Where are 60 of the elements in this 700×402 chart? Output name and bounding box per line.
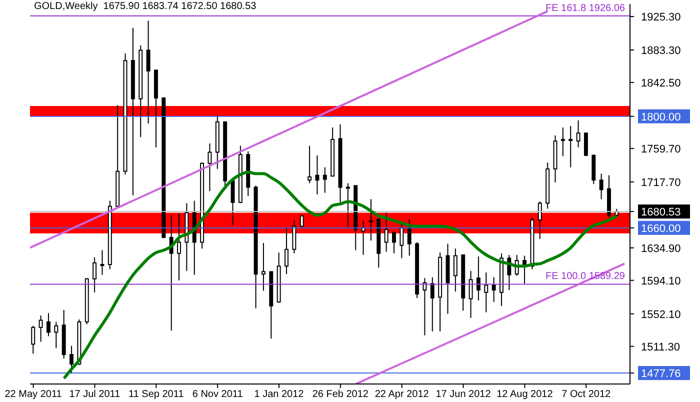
x-tick-label: 12 Aug 2012 xyxy=(496,389,554,400)
x-tick-label: 6 Nov 2011 xyxy=(192,389,244,400)
candlestick xyxy=(46,312,50,337)
candlestick xyxy=(322,166,327,194)
candlestick xyxy=(384,212,388,252)
y-tick-label: 1759.70 xyxy=(641,143,681,156)
x-tick-label: 26 Feb 2012 xyxy=(312,389,369,400)
x-tick-label: 22 May 2011 xyxy=(4,389,62,400)
candlestick xyxy=(430,276,434,332)
candlestick xyxy=(576,120,580,148)
candlestick xyxy=(407,218,412,256)
y-tick-label: 1717.70 xyxy=(641,176,681,189)
candlestick xyxy=(54,321,58,349)
y-tick-label: 1594.10 xyxy=(641,275,681,288)
y-tick-label: 1552.10 xyxy=(641,308,681,321)
candlestick xyxy=(346,182,350,228)
ref-line-label: FE 161.8 1926.06 xyxy=(545,2,626,14)
candlestick xyxy=(208,142,212,192)
candlestick xyxy=(31,325,36,354)
candlestick xyxy=(177,213,181,281)
y-tick-label: 1511.30 xyxy=(641,341,680,354)
candlestick xyxy=(292,219,296,254)
candlestick xyxy=(584,132,588,157)
candlestick xyxy=(100,250,104,276)
candlestick xyxy=(315,154,320,195)
candlestick xyxy=(492,276,496,302)
y-tick-label: 1883.30 xyxy=(641,44,681,57)
x-tick-label: 7 Oct 2012 xyxy=(562,389,612,400)
candlestick xyxy=(92,256,97,293)
candlestick xyxy=(392,230,396,254)
y-tick-label: 1680.53 xyxy=(641,206,681,218)
y-tick-label: 1800.00 xyxy=(641,111,681,124)
candlestick xyxy=(568,125,573,168)
candlestick xyxy=(284,227,288,275)
candlestick xyxy=(308,145,312,184)
x-tick-label: 11 Sep 2011 xyxy=(128,389,184,400)
y-tick-label: 1660.00 xyxy=(641,222,681,235)
candlestick xyxy=(146,20,150,124)
candlestick xyxy=(453,248,458,292)
y-tick-label: 1634.90 xyxy=(641,242,681,255)
candlestick xyxy=(368,198,373,242)
x-tick-label: 1 Jan 2012 xyxy=(254,389,304,400)
x-tick-label: 17 Jun 2012 xyxy=(436,389,492,400)
candlestick xyxy=(468,270,473,318)
candlestick xyxy=(538,201,542,240)
x-tick-label: 17 Jul 2011 xyxy=(69,389,121,400)
y-tick-label: 1842.50 xyxy=(641,77,681,90)
x-tick-label: 22 Apr 2012 xyxy=(374,389,430,400)
candlestick xyxy=(422,278,427,336)
candlestick xyxy=(70,345,74,374)
candlestick xyxy=(599,173,604,200)
candlestick xyxy=(484,272,488,313)
candlestick xyxy=(261,242,266,292)
candlestick xyxy=(560,126,565,157)
chart-title: GOLD,Weekly 1675.90 1683.74 1672.50 1680.53 xyxy=(34,1,256,13)
candlestick xyxy=(476,256,480,301)
candlestick xyxy=(38,314,43,342)
candlestick xyxy=(400,223,404,259)
y-tick-label: 1477.76 xyxy=(641,368,681,380)
y-tick-label: 1925.30 xyxy=(641,12,681,24)
